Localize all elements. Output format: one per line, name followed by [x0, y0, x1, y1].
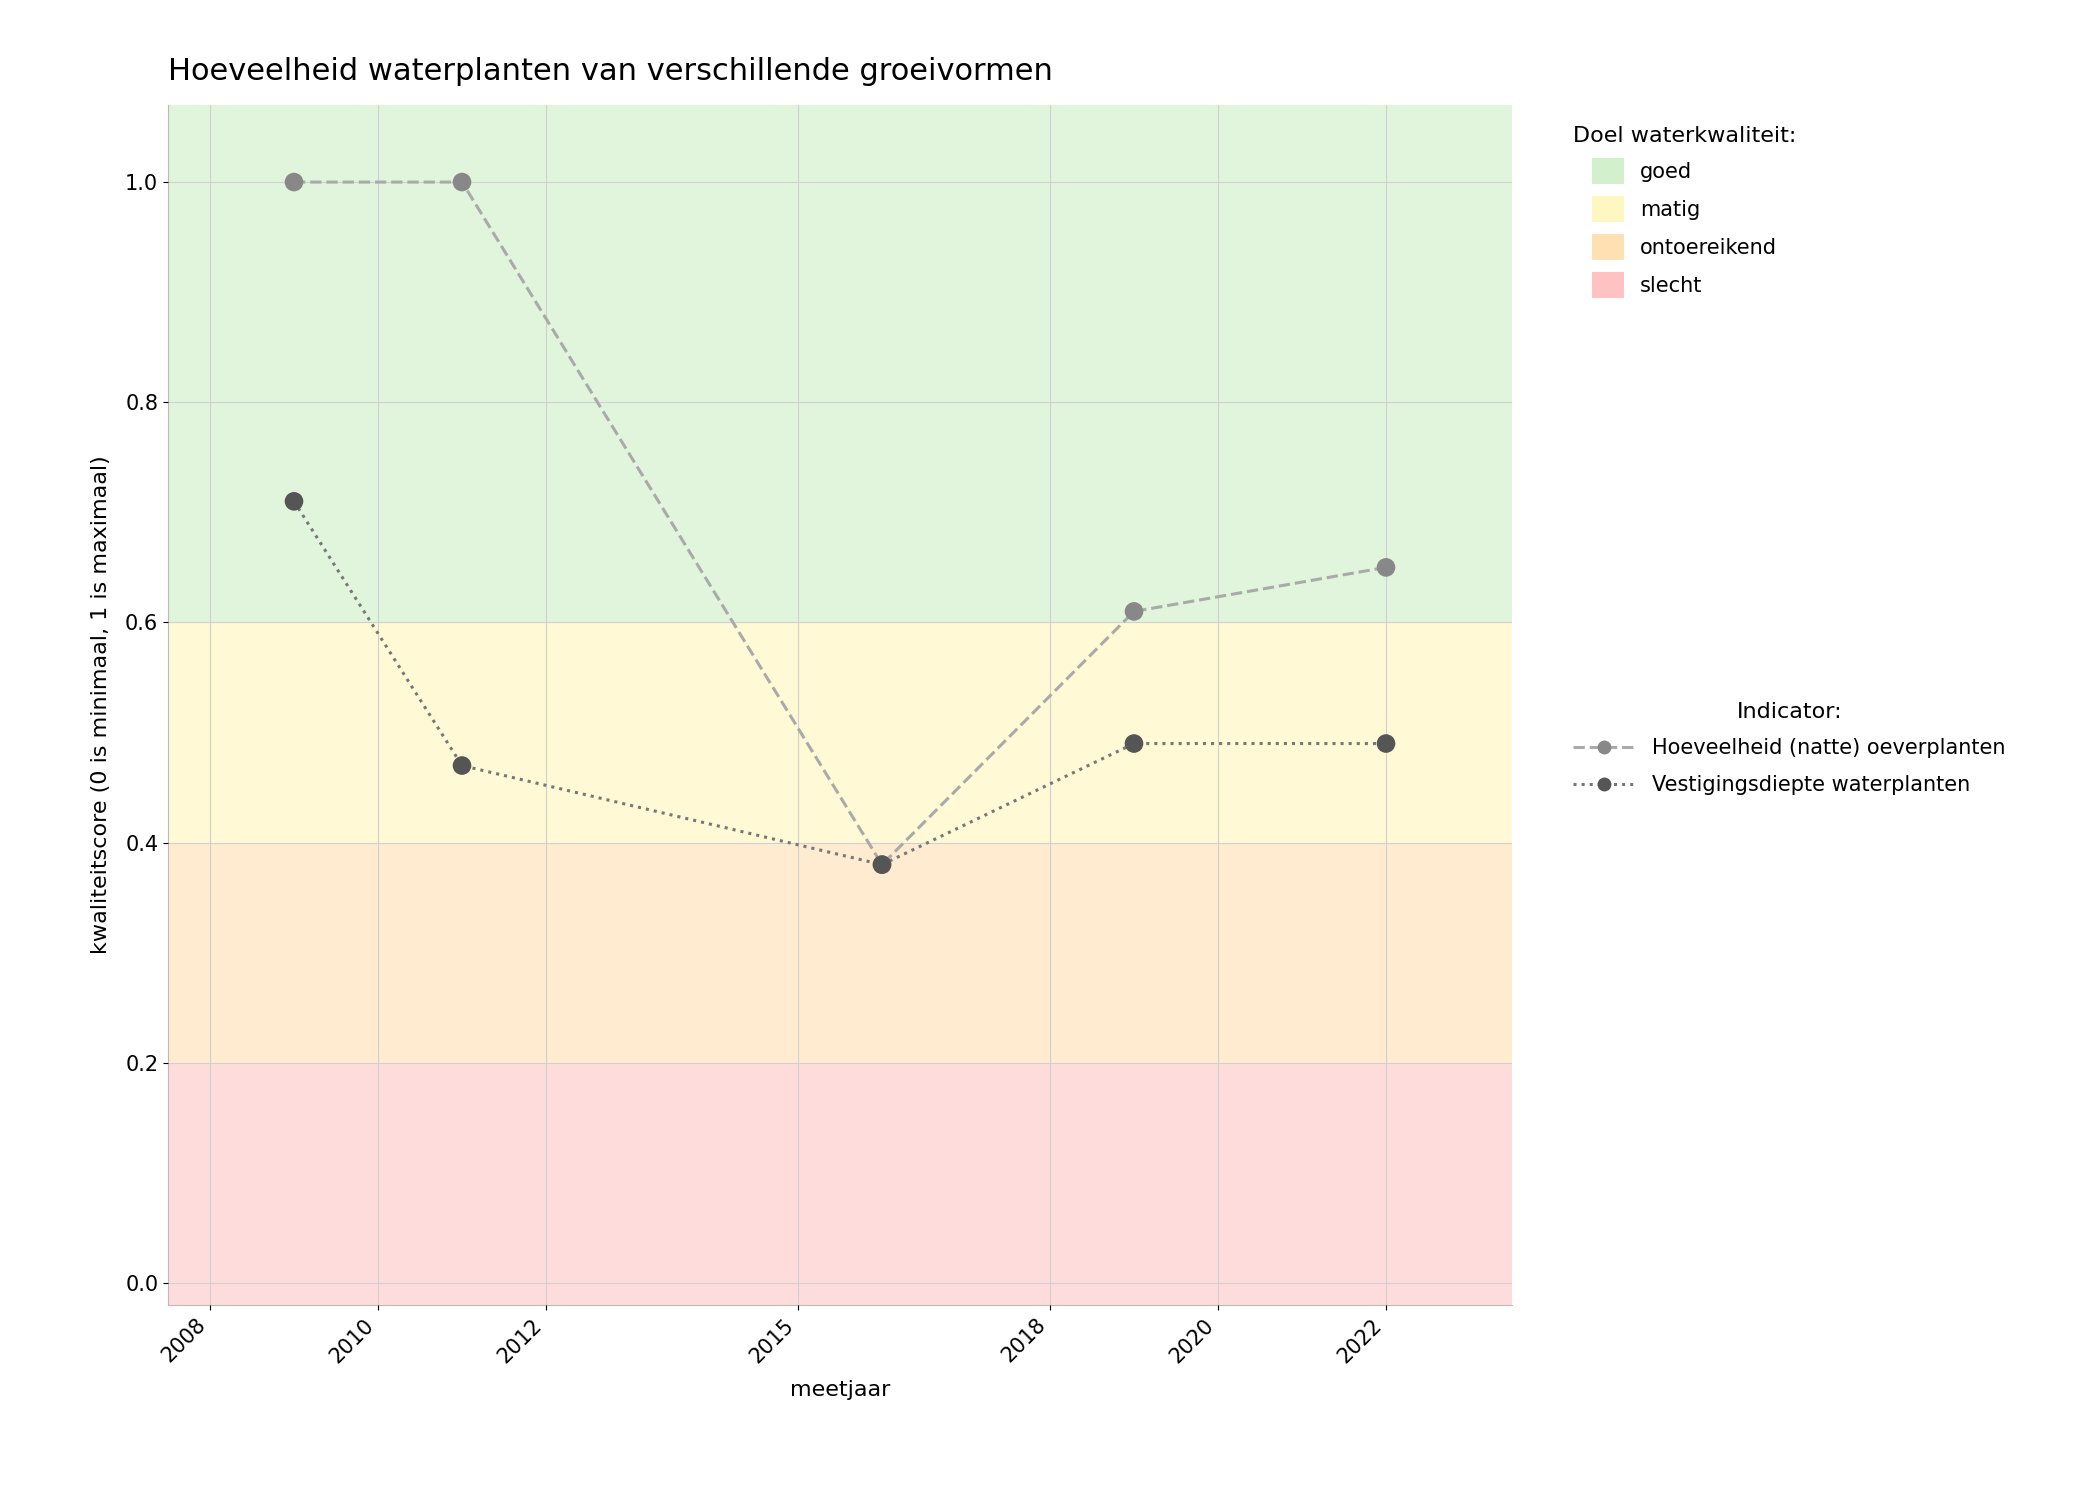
Legend: Hoeveelheid (natte) oeverplanten, Vestigingsdiepte waterplanten: Hoeveelheid (natte) oeverplanten, Vestig… — [1562, 692, 2016, 806]
Text: Hoeveelheid waterplanten van verschillende groeivormen: Hoeveelheid waterplanten van verschillen… — [168, 57, 1052, 86]
Point — [865, 852, 899, 876]
Point — [445, 753, 479, 777]
Point — [1117, 732, 1151, 756]
Point — [1369, 732, 1403, 756]
Point — [865, 852, 899, 876]
X-axis label: meetjaar: meetjaar — [790, 1380, 890, 1400]
Bar — [168, 1064, 1512, 1305]
Bar — [168, 622, 1512, 843]
Point — [445, 170, 479, 194]
Bar — [168, 105, 1512, 622]
Y-axis label: kwaliteitscore (0 is minimaal, 1 is maximaal): kwaliteitscore (0 is minimaal, 1 is maxi… — [90, 456, 111, 954]
Point — [1117, 600, 1151, 624]
Point — [277, 170, 311, 194]
Point — [277, 489, 311, 513]
Point — [1369, 555, 1403, 579]
Bar — [168, 843, 1512, 1064]
